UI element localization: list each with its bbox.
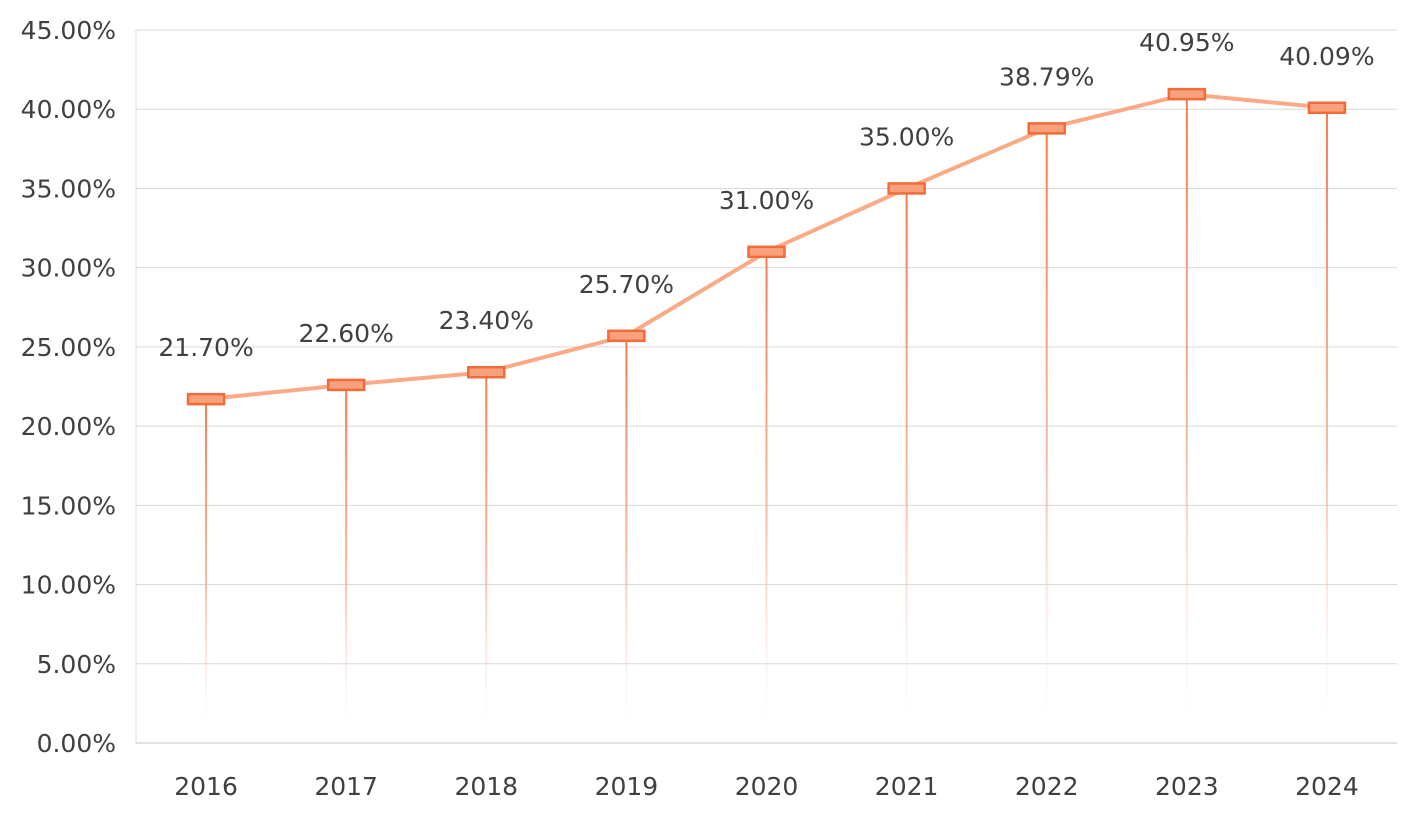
x-tick-label: 2019: [595, 772, 659, 801]
x-tick-label: 2024: [1295, 772, 1359, 801]
y-tick-label: 10.00%: [21, 571, 116, 600]
x-tick-label: 2022: [1015, 772, 1079, 801]
data-point-marker: [326, 378, 366, 392]
y-axis-ticks: 0.00% 5.00% 10.00% 15.00% 20.00% 25.00% 30.00%…: [21, 16, 116, 758]
data-point-marker: [747, 245, 786, 259]
drop-line: [1325, 107, 1328, 732]
data-label: 31.00%: [719, 186, 814, 215]
data-point-marker: [607, 329, 646, 343]
y-tick-label: 25.00%: [21, 333, 116, 362]
data-point-marker: [1167, 87, 1207, 101]
drop-line: [205, 399, 208, 731]
drop-line: [1185, 94, 1188, 732]
drop-line: [765, 251, 768, 732]
y-tick-label: 5.00%: [37, 650, 116, 679]
x-tick-label: 2020: [735, 772, 799, 801]
data-label: 40.09%: [1279, 42, 1374, 71]
drop-line: [485, 372, 488, 731]
data-point-marker: [186, 392, 226, 406]
drop-line: [625, 335, 628, 731]
y-tick-label: 35.00%: [21, 174, 116, 203]
data-label: 23.40%: [439, 306, 534, 335]
data-point-marker: [467, 365, 506, 379]
y-tick-label: 20.00%: [21, 412, 116, 441]
data-label: 22.60%: [299, 319, 394, 348]
drop-line: [1045, 128, 1048, 732]
data-label: 38.79%: [999, 62, 1094, 91]
drop-line: [345, 384, 348, 731]
data-point-marker: [1307, 101, 1347, 115]
data-label: 21.70%: [158, 333, 253, 362]
data-labels: 21.70% 22.60% 23.40% 25.70% 31.00% 35.00% 38.7…: [158, 28, 1374, 362]
x-tick-label: 2018: [454, 772, 518, 801]
x-tick-label: 2023: [1155, 772, 1219, 801]
y-tick-label: 30.00%: [21, 254, 116, 283]
x-tick-label: 2017: [314, 772, 378, 801]
data-label: 25.70%: [579, 270, 674, 299]
drop-lines: [205, 94, 1328, 732]
y-tick-label: 15.00%: [21, 491, 116, 520]
data-label: 40.95%: [1139, 28, 1234, 57]
data-point-marker: [887, 182, 926, 195]
data-label: 35.00%: [859, 122, 954, 151]
drop-line: [905, 188, 908, 731]
x-tick-label: 2021: [875, 772, 939, 801]
x-axis-ticks: 2016 2017 2018 2019 2020 2021 2022 2023 2024: [174, 772, 1359, 801]
y-tick-label: 0.00%: [37, 729, 116, 758]
y-tick-label: 40.00%: [21, 95, 116, 124]
series-markers: [186, 87, 1347, 406]
y-tick-label: 45.00%: [21, 16, 116, 45]
data-point-marker: [1027, 122, 1066, 135]
x-tick-label: 2016: [174, 772, 238, 801]
